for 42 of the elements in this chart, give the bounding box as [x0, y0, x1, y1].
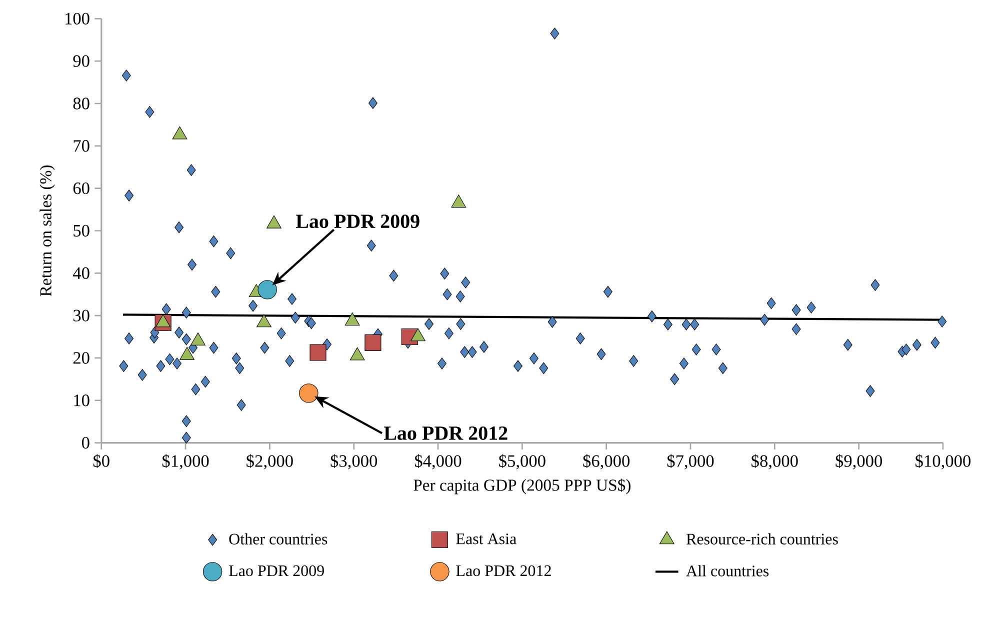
x-tick-label: $5,000: [499, 454, 546, 470]
x-tick-label: $0: [93, 454, 110, 468]
point: [172, 126, 188, 140]
legend-label: All countries: [686, 565, 769, 576]
y-axis-title: Return on sales (%): [40, 166, 55, 296]
x-tick-label: $2,000: [246, 454, 293, 470]
point: [190, 332, 206, 346]
y-tick-label: 10: [74, 394, 90, 406]
point: [180, 346, 194, 360]
x-tick-label: $7,000: [667, 454, 714, 470]
y-tick-label: 60: [73, 182, 90, 194]
y-tick-label: 40: [72, 267, 90, 280]
point: [266, 215, 282, 228]
legend-label: Lao PDR 2009: [229, 565, 324, 576]
x-tick-label: $8,000: [752, 454, 798, 470]
x-axis-title: Per capita GDP (2005 PPP US$): [414, 478, 630, 494]
x-tick-label: $9,000: [836, 454, 882, 470]
legend-label: Resource-rich countries: [686, 533, 838, 545]
y-tick-label: 30: [73, 310, 90, 322]
y-tick-label: 100: [66, 12, 90, 25]
x-tick-label: $4,000: [414, 454, 462, 470]
y-tick-label: 20: [73, 352, 90, 364]
legend-label: East Asia: [456, 534, 516, 544]
point: [256, 314, 272, 328]
point: [344, 312, 360, 326]
y-tick-label: 70: [74, 140, 90, 152]
point: [156, 314, 170, 328]
legend-label: Lao PDR 2012: [456, 565, 551, 576]
y-tick-label: 90: [73, 55, 90, 67]
y-tick-label: 50: [74, 224, 90, 237]
point: [451, 194, 466, 208]
legend-label: Other countries: [229, 533, 328, 545]
point: [350, 347, 365, 360]
y-tick-label: 0: [82, 437, 90, 449]
annotation: Lao PDR 2009: [296, 214, 420, 228]
y-tick-label: 80: [73, 98, 90, 110]
x-tick-label: $1,000: [162, 454, 209, 470]
annotation: Lao PDR 2012: [384, 426, 508, 440]
point: [410, 328, 426, 342]
x-tick-label: $10,000: [916, 454, 970, 470]
x-tick-label: $3,000: [330, 454, 378, 470]
x-tick-label: $6,000: [583, 454, 630, 470]
